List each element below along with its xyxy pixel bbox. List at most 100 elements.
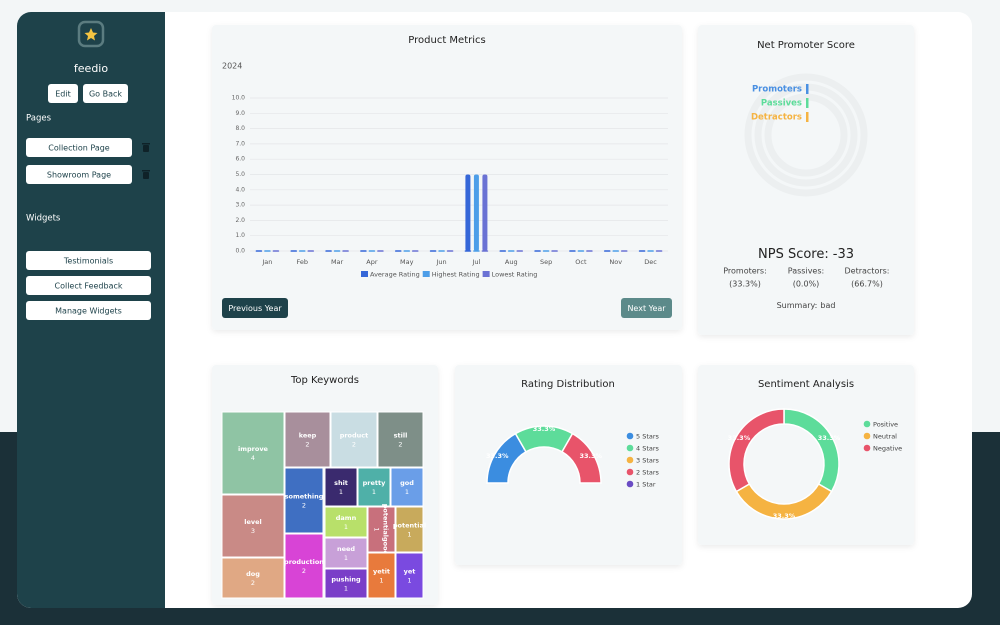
next-year-button[interactable]: Next Year [621, 298, 672, 318]
treemap-value: 2 [302, 567, 306, 575]
card-rating-distribution [455, 365, 682, 565]
nps-title: Net Promoter Score [757, 40, 855, 51]
x-tick-label: Jan [261, 258, 272, 266]
nps-breakdown-value: (33.3%) [729, 280, 761, 289]
page-button-label[interactable]: Showroom Page [47, 171, 111, 180]
card-product-metrics [212, 25, 682, 330]
legend-label: Average Rating [370, 271, 420, 279]
treemap-label: still [394, 432, 408, 440]
treemap-label: keep [299, 432, 317, 440]
page-button[interactable]: Showroom Page [26, 165, 132, 184]
y-tick-label: 6.0 [235, 156, 245, 163]
y-tick-label: 4.0 [235, 186, 245, 193]
go-back-button-bg[interactable] [83, 84, 128, 103]
nps-breakdown-value: (0.0%) [793, 280, 820, 289]
edit-button-bg[interactable] [48, 84, 78, 103]
widget-button[interactable]: Manage Widgets [26, 301, 151, 320]
legend-swatch [863, 432, 871, 440]
nps-breakdown-label: Passives: [788, 267, 824, 276]
x-tick-label: Apr [366, 258, 378, 266]
treemap-value: 1 [372, 488, 376, 496]
pie-value-label: 33.3% [486, 452, 509, 460]
treemap-value: 2 [302, 502, 306, 510]
x-tick-label: Mar [331, 258, 344, 266]
nps-legend-label: Passives [761, 99, 802, 109]
treemap-cell [221, 494, 285, 558]
treemap-cell [284, 411, 331, 468]
x-tick-label: May [400, 258, 414, 266]
pie-value-label: 33.3% [579, 452, 602, 460]
delete-icon-body[interactable] [143, 172, 149, 179]
page-button-bg[interactable] [26, 138, 132, 157]
nps-score-value: -33 [833, 247, 854, 262]
nps-score: NPS Score: -33 [758, 247, 854, 262]
previous-year-button[interactable]: Previous Year [222, 298, 288, 318]
treemap-cell [221, 557, 285, 599]
delete-icon-lid[interactable] [142, 143, 150, 145]
widget-button-bg[interactable] [26, 301, 151, 320]
previous-year-button-label[interactable]: Previous Year [228, 304, 282, 313]
chart-title: Top Keywords [290, 375, 359, 386]
treemap-cell [324, 506, 368, 538]
go-back-button[interactable]: Go Back [83, 84, 128, 103]
widget-button-label[interactable]: Testimonials [63, 257, 113, 266]
page-button[interactable]: Collection Page [26, 138, 132, 157]
pie-value-label: 33.3% [773, 512, 796, 520]
page-button-label[interactable]: Collection Page [48, 144, 110, 153]
legend-label: 5 Stars [636, 433, 660, 441]
y-tick-label: 9.0 [235, 110, 245, 117]
widget-button[interactable]: Testimonials [26, 251, 151, 270]
nps-score-label: NPS Score: [758, 247, 829, 262]
treemap-value: 4 [251, 454, 255, 462]
widget-button[interactable]: Collect Feedback [26, 276, 151, 295]
treemap-cell [324, 467, 358, 507]
legend-swatch [626, 432, 634, 440]
legend-label: Neutral [873, 433, 897, 441]
nps-legend-swatch [806, 98, 809, 108]
nps-summary: Summary: bad [777, 301, 836, 310]
treemap-label: need [337, 545, 355, 553]
edit-button-label[interactable]: Edit [55, 90, 71, 99]
treemap-value: 3 [251, 527, 255, 535]
widget-button-label[interactable]: Collect Feedback [54, 282, 122, 291]
nps-breakdown-label: Detractors: [845, 267, 890, 276]
x-tick-label: Sep [540, 258, 552, 266]
widget-button-bg[interactable] [26, 251, 151, 270]
treemap-value: 1 [407, 531, 411, 539]
legend-label: Negative [873, 445, 902, 453]
edit-button[interactable]: Edit [48, 84, 78, 103]
chart-title: Product Metrics [408, 35, 485, 46]
x-tick-label: Oct [575, 258, 587, 266]
treemap-value: 2 [398, 441, 402, 449]
treemap-label: level [244, 518, 262, 526]
previous-year-button-bg[interactable] [222, 298, 288, 318]
next-year-button-bg[interactable] [621, 298, 672, 318]
nps-legend-swatch [806, 84, 809, 94]
nps-breakdown-label: Promoters: [723, 267, 767, 276]
legend-swatch [863, 444, 871, 452]
treemap-value: 2 [352, 441, 356, 449]
legend-swatch [361, 271, 368, 277]
widgets-heading: Widgets [26, 214, 61, 224]
x-tick-label: Aug [505, 258, 518, 266]
next-year-button-label[interactable]: Next Year [627, 304, 666, 313]
delete-icon-lid[interactable] [142, 170, 150, 172]
nps-legend-label: Detractors [751, 113, 802, 123]
treemap-label: potentialgood [382, 504, 390, 556]
widget-button-bg[interactable] [26, 276, 151, 295]
legend-swatch [422, 271, 430, 277]
pie-value-label: 33.3% [728, 434, 751, 442]
go-back-button-label[interactable]: Go Back [89, 90, 122, 99]
widget-button-label[interactable]: Manage Widgets [55, 307, 122, 316]
treemap-value: 2 [305, 441, 309, 449]
page-button-bg[interactable] [26, 165, 132, 184]
delete-icon[interactable] [142, 143, 150, 152]
delete-icon-body[interactable] [143, 145, 149, 152]
delete-icon[interactable] [142, 170, 150, 179]
x-tick-label: Jul [471, 258, 480, 266]
